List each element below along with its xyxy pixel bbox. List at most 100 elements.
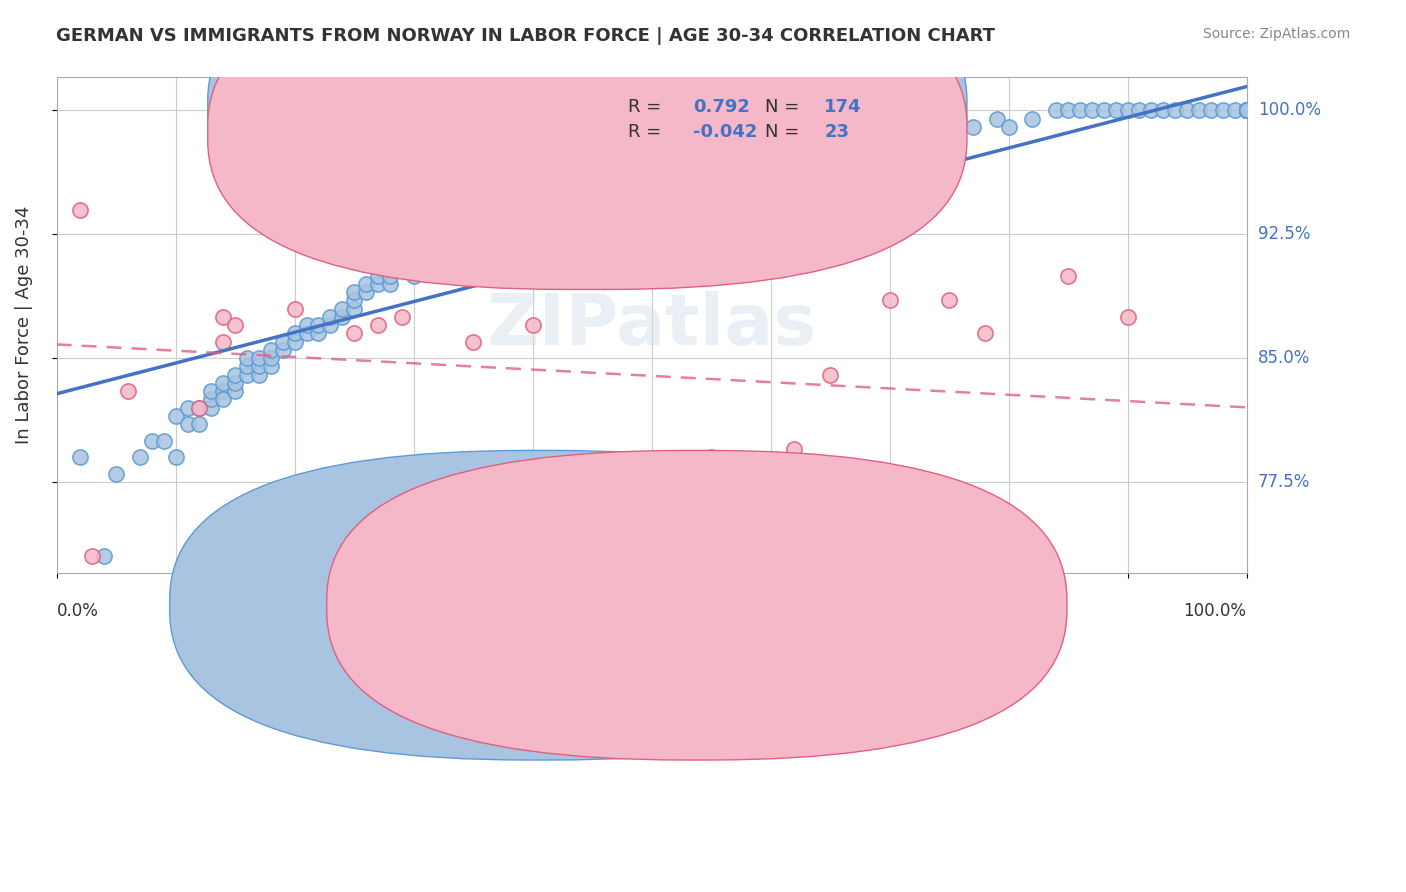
Point: [1236, 103, 1258, 118]
Point: [474, 227, 496, 242]
Point: [1212, 103, 1234, 118]
Point: [461, 244, 484, 258]
Text: 92.5%: 92.5%: [1258, 226, 1310, 244]
Point: [247, 368, 270, 382]
Point: [450, 235, 472, 250]
Point: [415, 252, 437, 266]
Point: [700, 450, 723, 465]
Point: [1236, 103, 1258, 118]
Point: [378, 277, 401, 291]
Point: [224, 318, 246, 332]
Text: N =: N =: [765, 98, 804, 116]
Point: [1236, 103, 1258, 118]
Point: [1069, 103, 1091, 118]
Point: [426, 260, 449, 275]
Point: [783, 442, 806, 456]
Point: [165, 409, 187, 423]
Point: [343, 285, 366, 299]
Text: Source: ZipAtlas.com: Source: ZipAtlas.com: [1202, 27, 1350, 41]
Point: [176, 417, 198, 432]
Text: R =: R =: [628, 98, 666, 116]
Point: [224, 376, 246, 390]
Point: [260, 343, 283, 357]
Text: 23: 23: [824, 123, 849, 141]
Point: [319, 310, 342, 324]
Point: [343, 293, 366, 308]
Point: [391, 310, 413, 324]
Point: [1236, 103, 1258, 118]
FancyBboxPatch shape: [208, 0, 967, 289]
Point: [1236, 103, 1258, 118]
Point: [1236, 103, 1258, 118]
Point: [224, 384, 246, 399]
Point: [1236, 103, 1258, 118]
Text: 100.0%: 100.0%: [1258, 102, 1320, 120]
Point: [200, 392, 222, 407]
Point: [772, 169, 794, 184]
Point: [1236, 103, 1258, 118]
Point: [1092, 103, 1115, 118]
Point: [903, 112, 925, 126]
Point: [1236, 103, 1258, 118]
Point: [1236, 103, 1258, 118]
Point: [879, 120, 901, 134]
Point: [343, 301, 366, 316]
Point: [640, 169, 662, 184]
Point: [141, 434, 163, 448]
Point: [200, 401, 222, 415]
Point: [1045, 103, 1067, 118]
Point: [224, 368, 246, 382]
Point: [855, 120, 877, 134]
Point: [1128, 103, 1150, 118]
Text: Immigrants from Norway: Immigrants from Norway: [711, 607, 918, 625]
Point: [212, 334, 235, 349]
Point: [1236, 103, 1258, 118]
Point: [1236, 103, 1258, 118]
Point: [367, 268, 389, 283]
Point: [794, 136, 817, 151]
Point: [69, 202, 91, 217]
Point: [1236, 103, 1258, 118]
Point: [1236, 103, 1258, 118]
Point: [450, 244, 472, 258]
Point: [330, 310, 353, 324]
Point: [402, 260, 425, 275]
Point: [1236, 103, 1258, 118]
Point: [1236, 103, 1258, 118]
Point: [247, 359, 270, 374]
Point: [1236, 103, 1258, 118]
Text: Germans: Germans: [557, 607, 631, 625]
Point: [617, 169, 640, 184]
Point: [271, 334, 294, 349]
Point: [724, 145, 747, 159]
Point: [1236, 103, 1258, 118]
Point: [402, 268, 425, 283]
Point: [284, 326, 307, 341]
Point: [1116, 310, 1139, 324]
Point: [343, 326, 366, 341]
Point: [367, 277, 389, 291]
Point: [1236, 103, 1258, 118]
Point: [1236, 103, 1258, 118]
Point: [307, 326, 329, 341]
FancyBboxPatch shape: [208, 0, 967, 265]
Point: [962, 120, 984, 134]
Point: [1236, 103, 1258, 118]
Point: [354, 285, 377, 299]
Point: [498, 219, 520, 233]
Point: [807, 120, 830, 134]
Point: [105, 467, 128, 481]
Point: [1236, 103, 1258, 118]
Point: [69, 450, 91, 465]
Point: [152, 434, 174, 448]
Point: [212, 384, 235, 399]
Point: [509, 211, 531, 225]
Point: [1236, 103, 1258, 118]
Point: [557, 194, 579, 209]
Point: [605, 178, 627, 192]
Point: [1236, 103, 1258, 118]
Point: [461, 334, 484, 349]
Point: [1236, 103, 1258, 118]
Point: [260, 359, 283, 374]
Point: [1236, 103, 1258, 118]
